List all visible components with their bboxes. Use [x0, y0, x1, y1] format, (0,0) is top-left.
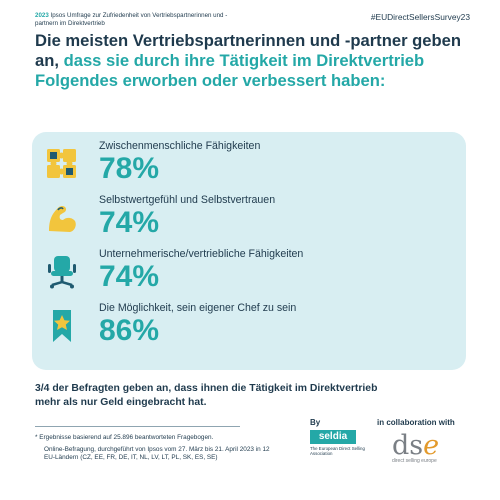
dse-logo-mark: dse — [392, 432, 472, 460]
headline-dark: Die meisten Vertriebspartnerinnen und -p… — [35, 31, 462, 70]
survey-year: 2023 — [35, 12, 49, 19]
item-percent: 86% — [99, 314, 160, 347]
conclusion-text: 3/4 der Befragten geben an, dass ihnen d… — [35, 383, 378, 408]
dse-subtitle: direct selling europe — [392, 458, 437, 464]
office-chair-icon — [48, 256, 76, 289]
dse-logo-e: e — [423, 430, 440, 461]
item-label: Unternehmerische/vertriebliche Fähigkeit… — [99, 248, 304, 260]
result-item: Unternehmerische/vertriebliche Fähigkeit… — [32, 248, 466, 304]
seldia-logo: seldia — [310, 430, 356, 444]
results-panel: Zwischenmenschliche Fähigkeiten 78% Selb… — [32, 132, 466, 370]
survey-title: 2023 Ipsos Umfrage zur Zufriedenheit von… — [35, 12, 245, 27]
dse-logo-letters: ds — [392, 430, 424, 461]
hashtag: #EUDirectSellersSurvey23 — [370, 12, 470, 22]
footnote-sample: * Ergebnisse basierend auf 25.896 beantw… — [35, 434, 214, 441]
item-label: Selbstwertgefühl und Selbstvertrauen — [99, 194, 276, 206]
flexed-arm-icon — [49, 205, 76, 232]
result-item: Selbstwertgefühl und Selbstvertrauen 74% — [32, 194, 466, 250]
item-percent: 74% — [99, 206, 160, 239]
collaboration-label: in collaboration with — [377, 418, 455, 427]
star-bookmark-icon — [53, 310, 71, 342]
footnote-method: Online-Befragung, durchgeführt von Ipsos… — [44, 446, 270, 461]
item-percent: 74% — [99, 260, 160, 293]
headline-teal: dass sie durch ihre Tätigkeit im Direktv… — [35, 51, 425, 90]
by-label: By — [310, 418, 321, 427]
result-item: Zwischenmenschliche Fähigkeiten 78% — [32, 140, 466, 196]
survey-title-text: Ipsos Umfrage zur Zufriedenheit von Vert… — [35, 12, 228, 27]
footnote-divider — [35, 426, 240, 427]
footnotes: * Ergebnisse basierend auf 25.896 beantw… — [35, 434, 275, 466]
item-percent: 78% — [99, 152, 160, 185]
puzzle-icon — [47, 149, 76, 178]
item-label: Die Möglichkeit, sein eigener Chef zu se… — [99, 302, 297, 314]
result-item: Die Möglichkeit, sein eigener Chef zu se… — [32, 302, 466, 358]
seldia-subtitle: The European Direct Selling Association — [310, 446, 365, 456]
seldia-logo-block: By seldia The European Direct Selling As… — [310, 418, 370, 456]
headline: Die meisten Vertriebspartnerinnen und -p… — [35, 31, 475, 91]
dse-logo: dse direct selling europe — [392, 432, 472, 465]
item-label: Zwischenmenschliche Fähigkeiten — [99, 140, 261, 152]
